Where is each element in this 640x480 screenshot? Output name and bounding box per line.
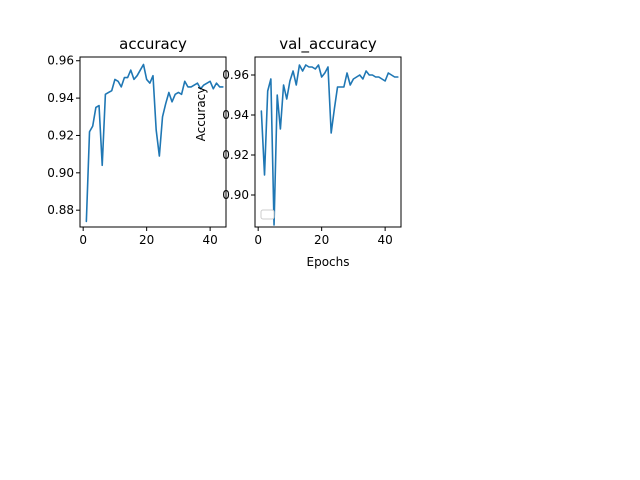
x-tick-label: 20 [314, 233, 329, 247]
y-tick-label: 0.96 [222, 68, 249, 82]
chart-title: val_accuracy [279, 35, 377, 54]
axes-frame [79, 56, 227, 228]
x-tick-label: 40 [202, 233, 217, 247]
y-tick-label: 0.94 [47, 91, 74, 105]
x-tick-label: 0 [79, 233, 87, 247]
y-axis-label: Accuracy [194, 87, 208, 142]
axes-frame [254, 56, 402, 228]
accuracy-chart: 0 20 40 0.88 0.90 0.92 0.94 0.96 accuracy [47, 35, 227, 247]
series-line-0-0 [85, 63, 224, 223]
x-axis-label: Epochs [307, 255, 350, 269]
val-accuracy-chart: 0 20 40 0.90 0.92 0.94 0.96 val_accuracy Epochs A… [194, 35, 402, 269]
series-line-1-0 [260, 64, 399, 226]
y-tick-label: 0.94 [222, 108, 249, 122]
y-tick-label: 0.88 [47, 203, 74, 217]
chart-title: accuracy [119, 35, 187, 53]
y-tick-label: 0.90 [47, 166, 74, 180]
y-tick-label: 0.90 [222, 188, 249, 202]
legend-box [260, 209, 275, 220]
x-tick-label: 0 [254, 233, 262, 247]
y-tick-label: 0.92 [47, 128, 74, 142]
y-tick-label: 0.92 [222, 148, 249, 162]
x-tick-label: 20 [139, 233, 154, 247]
x-tick-label: 40 [377, 233, 392, 247]
y-tick-label: 0.96 [47, 54, 74, 68]
